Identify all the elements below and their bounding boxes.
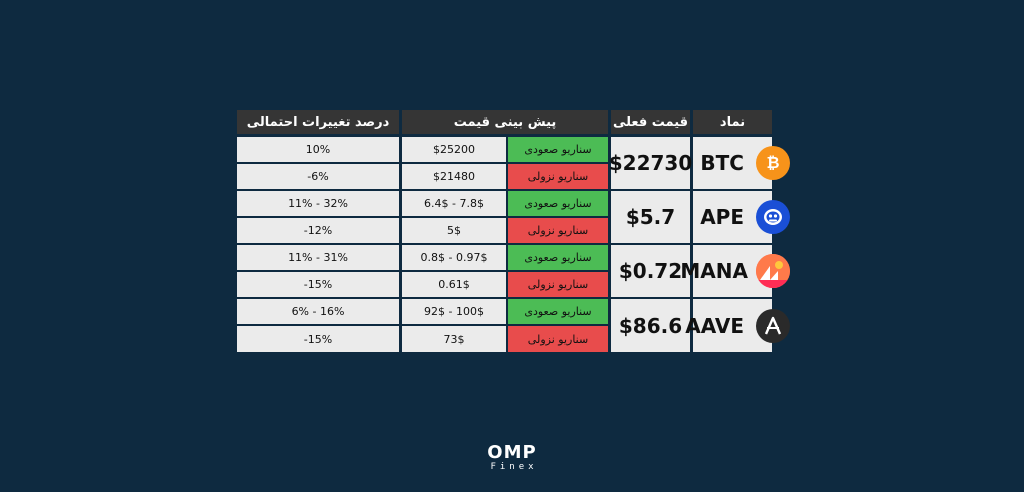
forecast-cell: 92$ - 100$ bbox=[402, 299, 506, 324]
symbol-label: AAVE bbox=[685, 313, 744, 338]
current-price: $86.6 bbox=[611, 299, 690, 352]
brand-name: OMP bbox=[487, 442, 537, 463]
apecoin-icon bbox=[756, 200, 790, 234]
aave-icon bbox=[756, 308, 790, 343]
change-cell: -15% bbox=[237, 326, 399, 352]
forecast-cell: 0.61$ bbox=[402, 272, 506, 297]
header-change: درصد تغییرات احتمالی bbox=[237, 110, 399, 134]
symbol-cell: AAVE bbox=[685, 299, 790, 352]
forecast-cell: 0.8$ - 0.97$ bbox=[402, 245, 506, 270]
change-cell: -12% bbox=[237, 218, 399, 243]
scenario-down-label: سناریو نزولی bbox=[508, 272, 608, 297]
symbol-label: APE bbox=[700, 205, 744, 229]
scenario-down-label: سناریو نزولی bbox=[508, 326, 608, 352]
header-symbol: نماد bbox=[693, 110, 772, 134]
forecast-cell: 6.4$ - 7.8$ bbox=[402, 191, 506, 216]
brand-sub: Finex bbox=[490, 462, 538, 472]
change-cell: -15% bbox=[237, 272, 399, 297]
scenario-down-label: سناریو نزولی bbox=[508, 218, 608, 243]
header-current-price: قیمت فعلی bbox=[611, 110, 690, 134]
forecast-cell: $25200 bbox=[402, 137, 506, 162]
forecast-cell: 5$ bbox=[402, 218, 506, 243]
change-cell: -6% bbox=[237, 164, 399, 189]
header-forecast: پیش بینی قیمت bbox=[402, 110, 608, 134]
current-price: $5.7 bbox=[611, 191, 690, 243]
symbol-label: MANA bbox=[680, 259, 748, 283]
omp-finex-logo: OMP Finex bbox=[0, 442, 1024, 473]
scenario-up-label: سناریو صعودی bbox=[508, 191, 608, 216]
forecast-cell: $21480 bbox=[402, 164, 506, 189]
symbol-cell: BTC ₿ bbox=[693, 137, 790, 189]
scenario-up-label: سناریو صعودی bbox=[508, 137, 608, 162]
forecast-cell: 73$ bbox=[402, 326, 506, 352]
scenario-down-label: سناریو نزولی bbox=[508, 164, 608, 189]
change-cell: 6% - 16% bbox=[237, 299, 399, 324]
change-cell: 11% - 31% bbox=[237, 245, 399, 270]
symbol-cell: MANA bbox=[680, 245, 790, 297]
bitcoin-icon: ₿ bbox=[756, 146, 790, 180]
current-price: $22730 bbox=[609, 137, 692, 189]
scenario-up-label: سناریو صعودی bbox=[508, 299, 608, 324]
symbol-label: BTC bbox=[700, 151, 744, 175]
decentraland-icon bbox=[756, 254, 790, 288]
change-cell: 10% bbox=[237, 137, 399, 162]
change-cell: 11% - 32% bbox=[237, 191, 399, 216]
current-price: $0.72 bbox=[611, 245, 690, 297]
scenario-up-label: سناریو صعودی bbox=[508, 245, 608, 270]
svg-text:₿: ₿ bbox=[766, 153, 779, 172]
symbol-cell: APE bbox=[693, 191, 790, 243]
